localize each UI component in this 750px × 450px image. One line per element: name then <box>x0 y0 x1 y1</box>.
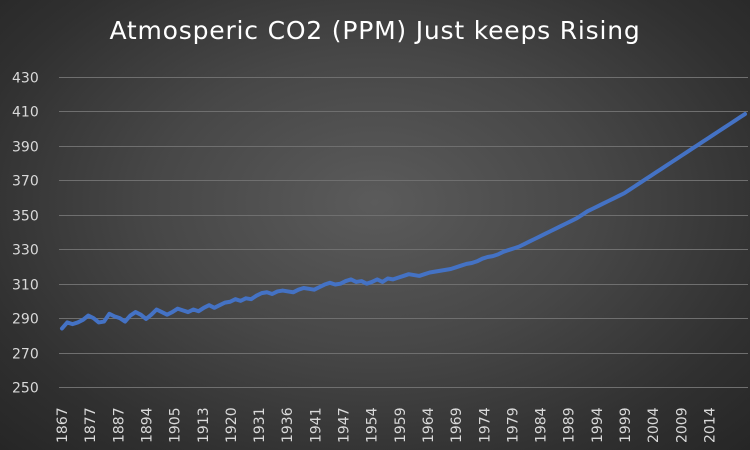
x-tick-label: 1877 <box>83 407 99 443</box>
x-tick-label: 2004 <box>646 407 662 443</box>
x-tick-label: 1964 <box>421 407 437 443</box>
y-tick-label: 410 <box>12 105 39 121</box>
x-tick-label: 1887 <box>111 407 127 443</box>
y-axis-labels: 250 270 290 310 330 350 370 390 410 430 <box>12 71 39 397</box>
y-tick-label: 430 <box>12 71 39 87</box>
x-tick-label: 1969 <box>449 407 465 443</box>
y-tick-label: 350 <box>12 209 39 225</box>
y-tick-label: 250 <box>12 381 39 397</box>
x-tick-label: 1894 <box>139 407 155 443</box>
x-tick-label: 1984 <box>534 407 550 443</box>
y-tick-label: 310 <box>12 278 39 294</box>
x-tick-label: 1920 <box>224 407 240 443</box>
x-tick-label: 1941 <box>308 407 324 443</box>
y-tick-label: 330 <box>12 243 39 259</box>
x-tick-label: 2009 <box>674 407 690 443</box>
chart-container: Atmosperic CO2 (PPM) Just keeps Rising 2… <box>0 0 750 450</box>
x-tick-label: 1999 <box>618 407 634 443</box>
x-axis-labels: 1867 1877 1887 1894 1905 1913 1920 1931 1936 1941… <box>55 407 718 443</box>
x-tick-label: 1947 <box>337 407 353 443</box>
x-tick-label: 1954 <box>365 407 381 443</box>
x-tick-label: 1989 <box>562 407 578 443</box>
gridlines <box>59 78 748 388</box>
x-tick-label: 1994 <box>590 407 606 443</box>
x-tick-label: 1936 <box>280 407 296 443</box>
line-chart: 250270290310330350370390410430 186718771… <box>0 0 750 450</box>
x-tick-label: 1959 <box>393 407 409 443</box>
x-tick-label: 1867 <box>55 407 71 443</box>
x-tick-label: 2014 <box>702 407 718 443</box>
y-tick-label: 390 <box>12 140 39 156</box>
x-tick-label: 1905 <box>168 407 184 443</box>
x-tick-label: 1931 <box>252 407 268 443</box>
x-tick-label: 1974 <box>477 407 493 443</box>
y-tick-label: 290 <box>12 312 39 328</box>
x-tick-label: 1979 <box>505 407 521 443</box>
x-tick-label: 1913 <box>196 407 212 443</box>
y-tick-label: 370 <box>12 174 39 190</box>
y-tick-label: 270 <box>12 347 39 363</box>
